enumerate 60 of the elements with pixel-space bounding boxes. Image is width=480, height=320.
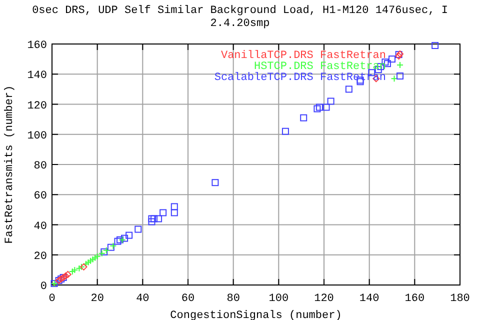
y-tick-label: 80 bbox=[34, 160, 47, 172]
y-tick-label: 140 bbox=[27, 70, 47, 82]
x-tick-label: 160 bbox=[404, 293, 425, 305]
x-tick-label: 60 bbox=[181, 293, 195, 305]
x-tick-label: 80 bbox=[226, 293, 240, 305]
x-axis-title: CongestionSignals (number) bbox=[170, 310, 342, 320]
point bbox=[116, 236, 124, 244]
point bbox=[71, 266, 78, 274]
x-tick-label: 180 bbox=[450, 293, 470, 305]
x-tick-label: 20 bbox=[90, 293, 104, 305]
point bbox=[98, 250, 106, 257]
y-axis-title: FastRetransmits (number) bbox=[4, 85, 16, 244]
point bbox=[212, 179, 219, 186]
point bbox=[150, 215, 158, 222]
point bbox=[148, 215, 156, 222]
x-tick-label: 120 bbox=[314, 293, 334, 305]
y-tick-label: 100 bbox=[27, 130, 47, 142]
point bbox=[316, 104, 323, 111]
point bbox=[170, 209, 178, 216]
point bbox=[62, 272, 70, 280]
point bbox=[121, 234, 128, 242]
chart-subtitle: 2.4.20smp bbox=[210, 18, 270, 30]
y-tick-label: 120 bbox=[27, 100, 47, 112]
y-tick-label: 160 bbox=[27, 40, 47, 52]
point bbox=[432, 42, 439, 50]
point bbox=[148, 218, 156, 226]
point bbox=[126, 232, 133, 239]
point bbox=[110, 242, 117, 250]
x-tick-label: 140 bbox=[359, 293, 380, 305]
x-tick-label: 0 bbox=[48, 293, 56, 305]
point bbox=[155, 215, 162, 222]
point bbox=[118, 236, 126, 244]
point bbox=[80, 263, 88, 270]
point bbox=[345, 86, 352, 93]
point bbox=[388, 56, 396, 63]
y-tick-label: 20 bbox=[34, 250, 47, 263]
point bbox=[82, 260, 90, 268]
point bbox=[134, 226, 142, 233]
y-tick-label: 0 bbox=[40, 281, 47, 293]
point bbox=[64, 270, 72, 278]
point bbox=[92, 254, 99, 262]
point bbox=[68, 268, 76, 275]
point bbox=[170, 203, 178, 210]
point bbox=[314, 105, 321, 112]
point bbox=[327, 98, 334, 105]
y-tick-label: 60 bbox=[34, 190, 47, 203]
point bbox=[282, 128, 289, 135]
point bbox=[160, 209, 167, 216]
x-tick-label: 40 bbox=[136, 293, 150, 305]
point bbox=[107, 244, 114, 251]
point bbox=[78, 263, 85, 270]
point bbox=[322, 104, 330, 111]
point bbox=[300, 114, 308, 122]
point bbox=[84, 258, 92, 266]
point bbox=[76, 264, 83, 272]
y-tick-label: 40 bbox=[34, 220, 47, 233]
chart-title: 0sec DRS, UDP Self Similar Background Load, H1-M120 1476usec, I bbox=[32, 5, 448, 17]
x-tick-label: 100 bbox=[268, 293, 289, 305]
point bbox=[114, 238, 122, 245]
legend-label: VanillaTCP.DRS FastRetran bbox=[220, 50, 386, 62]
